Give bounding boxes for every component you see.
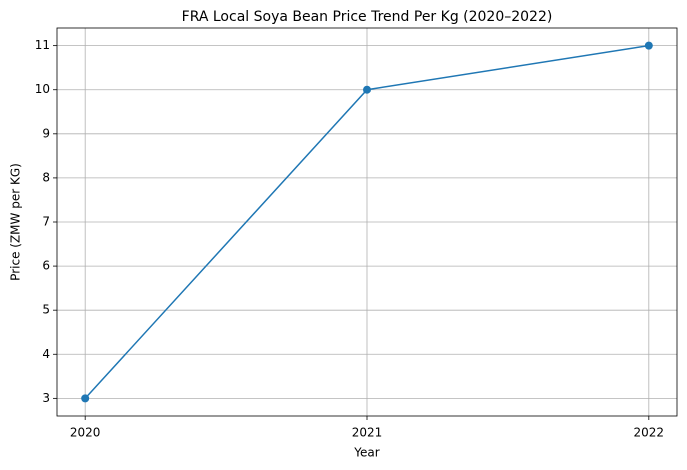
y-tick-label: 10 <box>35 82 50 96</box>
y-tick-label: 5 <box>42 303 50 317</box>
y-tick-label: 7 <box>42 215 50 229</box>
marker <box>81 394 90 403</box>
marker <box>363 85 371 94</box>
y-tick-label: 9 <box>42 126 50 140</box>
y-tick-label: 8 <box>42 170 50 184</box>
chart-title: FRA Local Soya Bean Price Trend Per Kg (… <box>182 9 553 25</box>
y-axis-label: Price (ZMW per KG) <box>9 163 23 281</box>
plot-frame <box>56 27 678 417</box>
y-tick-label: 4 <box>42 347 50 361</box>
x-tick-label: 2021 <box>352 426 383 440</box>
y-tick-label: 3 <box>42 391 50 405</box>
x-tick-label: 2022 <box>634 426 665 440</box>
y-tick-label: 6 <box>42 259 50 273</box>
x-tick-label: 2020 <box>70 426 101 440</box>
x-axis-label: Year <box>353 446 379 460</box>
y-tick-label: 11 <box>35 38 50 52</box>
marker <box>644 41 653 50</box>
